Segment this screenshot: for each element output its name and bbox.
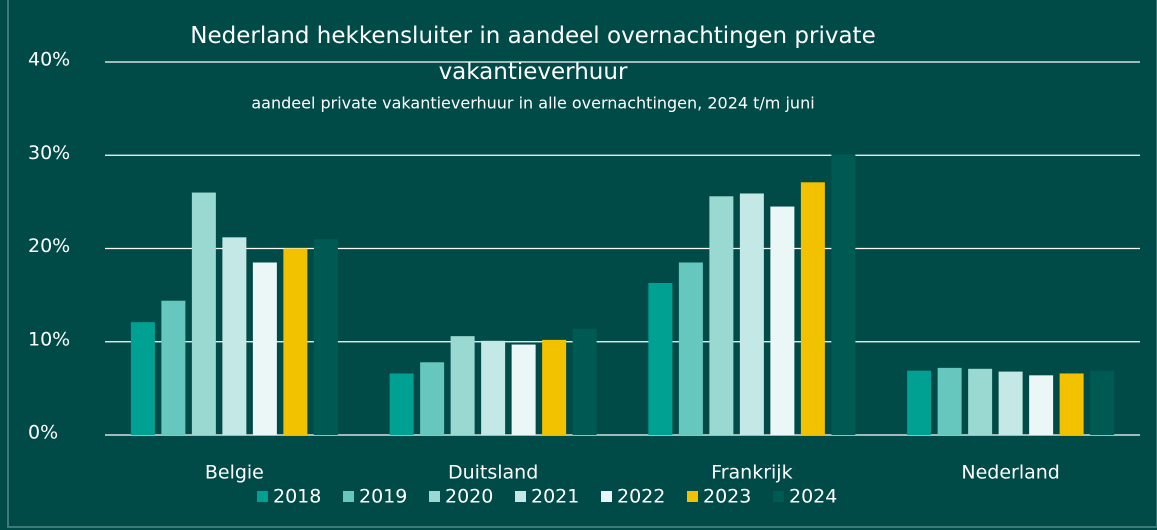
bar — [511, 344, 536, 435]
x-tick-label: Belgie — [205, 462, 264, 484]
bar — [1029, 375, 1054, 435]
y-tick-label: 20% — [28, 235, 70, 257]
frame — [7, 0, 1157, 528]
legend-label: 2019 — [359, 486, 407, 508]
y-tick-label: 0% — [28, 422, 58, 444]
y-tick-label: 40% — [28, 49, 70, 71]
legend-swatch — [687, 491, 698, 502]
y-tick-label: 10% — [28, 328, 70, 350]
bar — [420, 362, 445, 435]
bar — [907, 370, 932, 435]
legend-label: 2020 — [445, 486, 493, 508]
legend-label: 2018 — [273, 486, 321, 508]
bar — [968, 368, 993, 435]
x-tick-label: Duitsland — [448, 462, 538, 484]
y-tick-label: 30% — [28, 142, 70, 164]
bar — [1090, 370, 1115, 435]
bar — [283, 248, 308, 435]
bar — [130, 322, 155, 435]
bar — [191, 192, 216, 435]
bar — [709, 196, 734, 435]
bar — [648, 283, 673, 435]
legend-swatch — [601, 491, 612, 502]
legend-swatch — [257, 491, 268, 502]
bar — [450, 336, 475, 435]
legend-label: 2023 — [703, 486, 751, 508]
legend-label: 2021 — [531, 486, 579, 508]
legend-swatch — [429, 491, 440, 502]
bar — [389, 373, 414, 435]
bar — [252, 262, 277, 435]
legend-label: 2022 — [617, 486, 665, 508]
legend-swatch — [515, 491, 526, 502]
legend-label: 2024 — [789, 486, 837, 508]
bar — [1059, 373, 1084, 435]
bar — [481, 340, 506, 435]
bar — [800, 182, 825, 435]
bar — [739, 193, 764, 435]
bar — [678, 262, 703, 435]
legend-swatch — [773, 491, 784, 502]
chart-title: Nederland hekkensluiter in aandeel overn… — [190, 23, 876, 85]
bar — [770, 206, 795, 435]
x-tick-label: Nederland — [961, 462, 1060, 484]
bar — [222, 237, 247, 435]
bar — [831, 154, 856, 435]
chart-subtitle: aandeel private vakantieverhuur in alle … — [251, 94, 814, 113]
bar — [542, 339, 567, 435]
x-tick-label: Frankrijk — [711, 462, 792, 484]
bar — [161, 300, 186, 435]
bar — [572, 328, 597, 435]
bar — [998, 371, 1023, 435]
legend-swatch — [343, 491, 354, 502]
bar — [313, 239, 338, 435]
bar — [937, 367, 962, 435]
